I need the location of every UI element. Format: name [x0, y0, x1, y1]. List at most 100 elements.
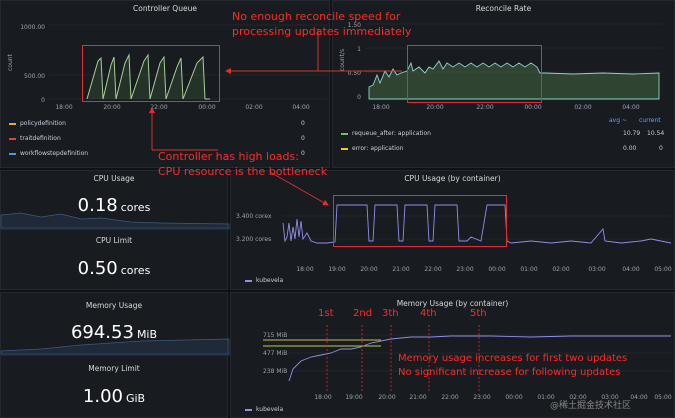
cpu-series: [282, 204, 672, 244]
legend-item-policydefinition[interactable]: policydefinition: [9, 120, 66, 127]
x-tick: 04:00: [292, 104, 309, 111]
legend-value: 0: [301, 120, 305, 127]
y-tick: 1000.00: [20, 24, 45, 31]
legend-item-traitdefinition[interactable]: traitdefinition: [9, 135, 61, 142]
x-tick: 04:00: [622, 104, 639, 111]
x-tick: 02:00: [245, 104, 262, 111]
x-tick: 23:00: [473, 394, 490, 401]
y-tick: 3.200 cores: [236, 236, 271, 243]
reconcile-rate-chart: 1.50 1 0.50 0 count/s 18:00 20:00 22:00 …: [339, 22, 663, 111]
legend-item-kubevela[interactable]: kubevela: [245, 406, 283, 413]
x-tick: 21:00: [409, 394, 426, 401]
x-tick: 03:00: [588, 266, 605, 273]
legend-item-kubevela[interactable]: kubevela: [245, 277, 283, 284]
memory-series: [288, 335, 671, 382]
x-tick: 00:00: [505, 394, 522, 401]
panel-title: CPU Usage (by container): [404, 174, 501, 183]
x-tick: 20:00: [426, 104, 443, 111]
x-tick: 22:00: [441, 394, 458, 401]
memory-annotation: Memory usage increases for first two upd…: [398, 353, 628, 378]
legend-current: 10.54: [647, 130, 665, 137]
legend-avg: 10.79: [623, 130, 641, 137]
y-tick: 1.50: [348, 22, 362, 29]
x-tick: 18:00: [372, 104, 389, 111]
x-tick: 05:00: [654, 394, 671, 401]
x-tick: 20:00: [378, 394, 395, 401]
panel-title: Memory Usage (by container): [396, 299, 509, 308]
x-tick: 22:00: [424, 266, 441, 273]
x-tick: 02:00: [552, 266, 569, 273]
legend-value: 0: [301, 150, 305, 157]
memory-usage-panel: Memory Usage 694.53 MiB: [0, 292, 230, 356]
x-tick: 18:00: [55, 104, 72, 111]
cpu-limit-panel: CPU Limit 0.50 cores: [0, 229, 228, 290]
y-tick: 715 MiB: [263, 332, 287, 339]
x-tick: 22:00: [476, 104, 493, 111]
x-tick: 19:00: [345, 394, 362, 401]
panel-title: Memory Usage: [85, 301, 143, 310]
y-tick: 0: [357, 94, 361, 101]
queue-series: [86, 53, 210, 100]
controller-queue-chart: 1000.00 500.00 0 count 18:00 20:00 22:00…: [7, 24, 327, 111]
memory-limit-panel: Memory Limit 1.00 GiB: [0, 355, 228, 418]
update-marker-4: 4th: [420, 308, 437, 319]
y-tick: 1: [357, 46, 361, 53]
requeue-series: [368, 60, 660, 100]
update-marker-1: 1st: [318, 308, 334, 319]
x-tick: 20:00: [360, 266, 377, 273]
x-tick: 23:00: [456, 266, 473, 273]
update-marker-2: 2nd: [353, 308, 373, 319]
queue-highlight-box: [82, 45, 220, 102]
memory-by-container-panel: Memory Usage (by container) 715 MiB 477 …: [230, 292, 675, 418]
x-tick: 00:00: [198, 104, 215, 111]
x-tick: 03:00: [601, 394, 618, 401]
legend-item-requeue[interactable]: requeue_after: application: [341, 130, 431, 137]
x-tick: 02:00: [569, 394, 586, 401]
y-tick: 0.50: [348, 70, 362, 77]
x-tick: 04:00: [630, 394, 647, 401]
legend-current: 0: [659, 145, 663, 152]
legend-header-current[interactable]: current: [639, 117, 661, 124]
legend-avg: 0.00: [623, 145, 637, 152]
cpu-usage-panel: CPU Usage 0.18 cores: [0, 170, 230, 230]
x-tick: 00:00: [524, 104, 541, 111]
x-tick: 00:00: [488, 266, 505, 273]
x-tick: 01:00: [520, 266, 537, 273]
panel-title: Reconcile Rate: [475, 4, 532, 13]
watermark: @稀土掘金技术社区: [550, 401, 632, 411]
x-tick: 20:00: [103, 104, 120, 111]
memory-by-container-chart: 715 MiB 477 MiB 238 MiB 18:00 19:00 20:0…: [263, 325, 672, 401]
cpu-highlight-box: [333, 195, 507, 247]
x-tick: 18:00: [314, 394, 331, 401]
y-axis-label: count/s: [339, 49, 346, 71]
panel-title: Controller Queue: [133, 4, 197, 13]
update-marker-3: 3th: [382, 308, 399, 319]
memory-limit-value: 1.00 GiB: [82, 386, 146, 407]
legend-header-avg[interactable]: avg ~: [609, 117, 627, 124]
cpu-usage-value: 0.18 cores: [77, 195, 151, 216]
x-tick: 04:00: [622, 266, 639, 273]
reconcile-highlight-box: [407, 45, 542, 103]
y-tick: 0: [41, 97, 45, 104]
legend-item-error[interactable]: error: application: [341, 145, 403, 152]
panel-title: CPU Usage: [93, 174, 135, 183]
cpu-by-container-chart: 3.400 corex 3.200 cores 18:00 19:00 20:0…: [236, 204, 672, 273]
x-tick: 22:00: [150, 104, 167, 111]
x-tick: 01:00: [537, 394, 554, 401]
x-tick: 02:00: [574, 104, 591, 111]
x-tick: 05:00: [654, 266, 671, 273]
y-tick: 477 MiB: [263, 350, 287, 357]
memory-usage-value: 694.53 MiB: [70, 322, 158, 343]
y-axis-label: count: [7, 53, 14, 71]
queue-annotation: No enough reconcile speed for processing…: [232, 10, 412, 38]
controller-queue-panel: Controller Queue 1000.00 500.00 0 count …: [0, 0, 330, 168]
panel-title: Memory Limit: [88, 364, 140, 373]
legend-item-workflowstepdefinition[interactable]: workflowstepdefinition: [9, 150, 88, 157]
y-tick: 238 MiB: [263, 368, 287, 375]
legend-value: 0: [301, 135, 305, 142]
cpu-limit-value: 0.50 cores: [77, 258, 151, 279]
update-marker-5: 5th: [470, 308, 487, 319]
x-tick: 21:00: [392, 266, 409, 273]
y-tick: 3.400 corex: [236, 213, 272, 220]
x-tick: 18:00: [296, 266, 313, 273]
